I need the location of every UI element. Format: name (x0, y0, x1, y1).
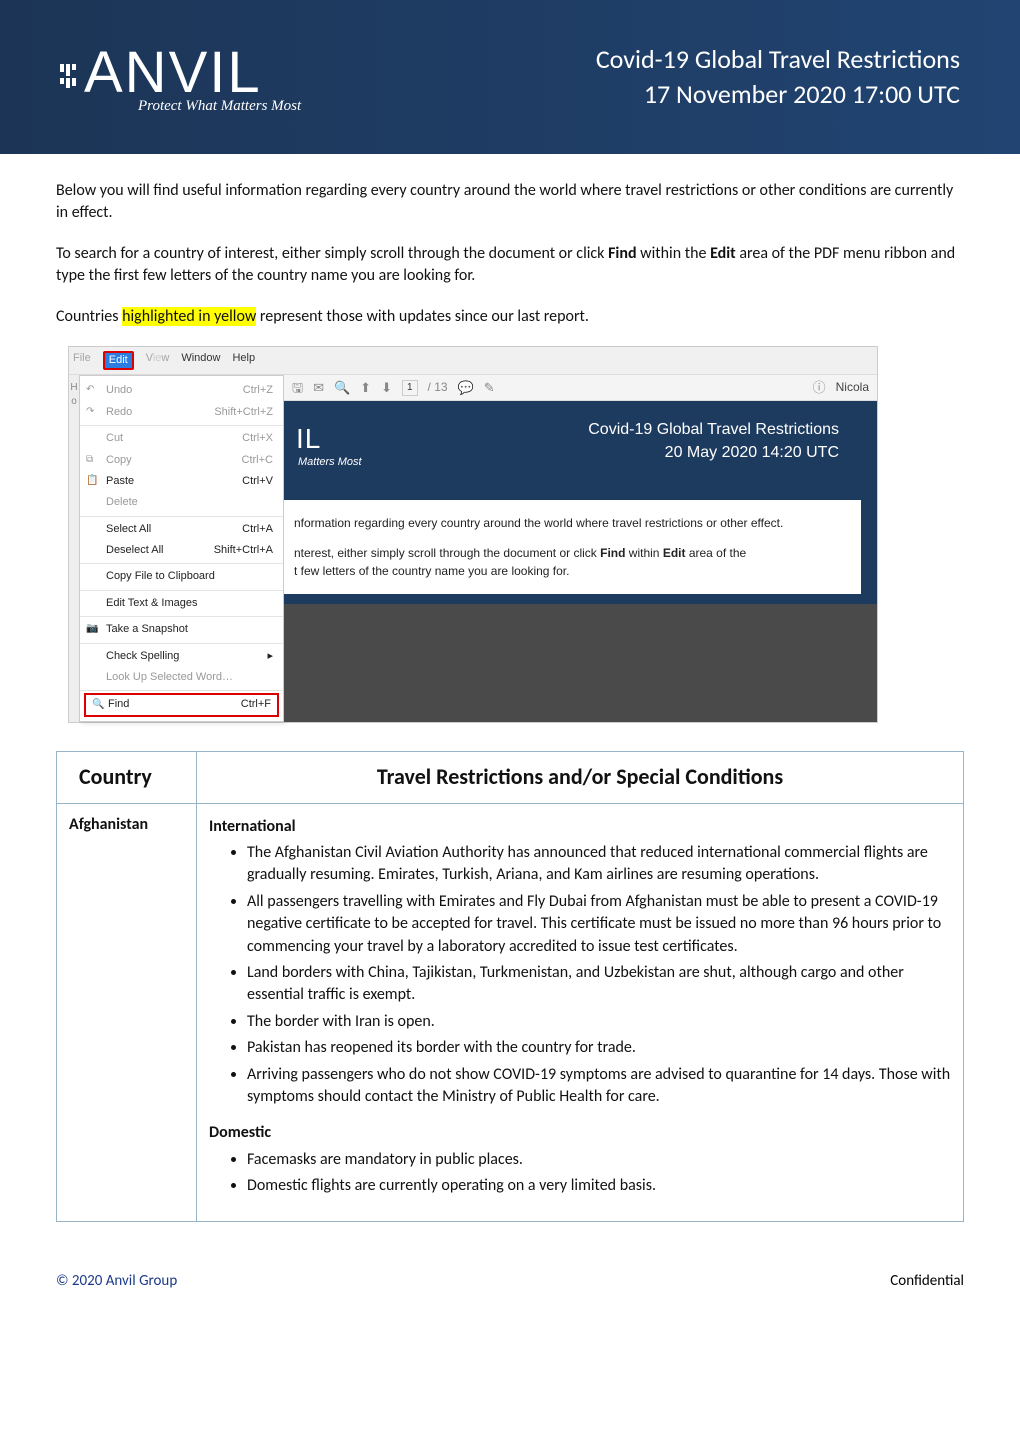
section-heading: Domestic (209, 1122, 951, 1144)
restriction-item: Domestic flights are currently operating… (247, 1175, 951, 1197)
header-title-line2: 17 November 2020 17:00 UTC (596, 77, 960, 112)
mi-lookup[interactable]: Look Up Selected Word… (80, 667, 283, 688)
intro-p2b: within the (637, 244, 711, 263)
intro-p3a: Countries (56, 307, 122, 326)
country-cell: Afghanistan (57, 803, 197, 1222)
restriction-item: All passengers travelling with Emirates … (247, 891, 951, 958)
mi-cut[interactable]: CutCtrl+X (80, 428, 283, 449)
col-restrictions: Travel Restrictions and/or Special Condi… (197, 751, 964, 803)
page-total: / 13 (428, 379, 448, 396)
col-country: Country (57, 751, 197, 803)
logo-block: ANVIL Protect What Matters Most (60, 39, 301, 115)
restriction-list: The Afghanistan Civil Aviation Authority… (247, 842, 951, 1108)
restriction-item: Pakistan has reopened its border with th… (247, 1037, 951, 1059)
logo-text: ANVIL (84, 39, 262, 106)
intro-p3b: represent those with updates since our l… (256, 307, 589, 326)
restrictions-cell: International The Afghanistan Civil Aviat… (197, 803, 964, 1222)
menu-file[interactable]: File (73, 351, 91, 370)
mi-undo[interactable]: ↶UndoCtrl+Z (80, 380, 283, 401)
mi-delete[interactable]: Delete (80, 492, 283, 513)
page-current[interactable]: 1 (402, 380, 418, 396)
intro-p3: Countries highlighted in yellow represen… (56, 306, 964, 328)
toolbar-user: Nicola (836, 379, 869, 396)
mi-selectall[interactable]: Select AllCtrl+A (80, 519, 283, 540)
undo-icon: ↶ (86, 383, 94, 397)
restriction-item: The Afghanistan Civil Aviation Authority… (247, 842, 951, 887)
preview-body: nformation regarding every country aroun… (284, 500, 861, 594)
mi-find[interactable]: 🔍FindCtrl+F (84, 693, 279, 716)
mi-snapshot[interactable]: 📷Take a Snapshot (80, 619, 283, 640)
pdf-left-gutter: Ho (69, 375, 79, 721)
header-titles: Covid-19 Global Travel Restrictions 17 N… (596, 42, 960, 112)
edit-dropdown: ↶UndoCtrl+Z ↷RedoShift+Ctrl+Z CutCtrl+X … (79, 375, 284, 721)
mi-copy[interactable]: ⧉CopyCtrl+C (80, 450, 283, 471)
camera-icon: 📷 (86, 622, 98, 636)
menu-edit[interactable]: Edit (103, 351, 134, 370)
copy-icon: ⧉ (86, 453, 93, 467)
preview-body2: nterest, either simply scroll through th… (294, 544, 851, 562)
comment-icon[interactable]: 💬 (458, 379, 474, 397)
down-icon[interactable]: ⬇ (381, 379, 392, 397)
menu-help[interactable]: Help (232, 351, 255, 370)
preview-tagline-fragment: Matters Most (298, 455, 362, 470)
section-heading: International (209, 816, 951, 838)
menu-view[interactable]: View (146, 351, 170, 370)
preview-body1: nformation regarding every country aroun… (294, 514, 851, 532)
pdf-toolbar: 🖫 ✉ 🔍 ⬆ ⬇ 1 / 13 💬 ✎ ⓘ Nicola (284, 375, 877, 401)
page-body: Below you will find useful information r… (0, 154, 1020, 1242)
logo-tagline: Protect What Matters Most (138, 98, 301, 115)
intro-p2: To search for a country of interest, eit… (56, 243, 964, 288)
pdf-doc-preview: IL Matters Most Covid-19 Global Travel R… (284, 401, 877, 604)
restrictions-table: Country Travel Restrictions and/or Speci… (56, 751, 964, 1223)
search-icon: 🔍 (92, 698, 104, 712)
mi-deselect[interactable]: Deselect AllShift+Ctrl+A (80, 540, 283, 561)
restriction-item: Arriving passengers who do not show COVI… (247, 1064, 951, 1109)
preview-logo-fragment: IL (296, 419, 362, 458)
mi-redo[interactable]: ↷RedoShift+Ctrl+Z (80, 402, 283, 423)
intro-find-word: Find (608, 244, 636, 263)
pdf-menubar: File Edit View Window Help (69, 347, 877, 375)
redo-icon: ↷ (86, 405, 94, 419)
header-banner: ANVIL Protect What Matters Most Covid-19… (0, 0, 1020, 154)
mi-paste[interactable]: 📋PasteCtrl+V (80, 471, 283, 492)
restriction-item: Land borders with China, Tajikistan, Tur… (247, 962, 951, 1007)
menu-window[interactable]: Window (181, 351, 220, 370)
restriction-item: The border with Iran is open. (247, 1011, 951, 1033)
page-footer: © 2020 Anvil Group Confidential (0, 1242, 1020, 1310)
search-tb-icon[interactable]: 🔍 (334, 379, 350, 397)
logo-bars-icon (60, 64, 76, 88)
sign-icon[interactable]: ✎ (484, 379, 495, 397)
footer-copyright: © 2020 Anvil Group (56, 1272, 177, 1290)
header-title-line1: Covid-19 Global Travel Restrictions (596, 42, 960, 77)
pdf-screenshot-mock: File Edit View Window Help Ho ↶UndoCtrl+… (68, 346, 878, 723)
mi-spell[interactable]: Check Spelling▸ (80, 646, 283, 667)
up-icon[interactable]: ⬆ (360, 379, 371, 397)
intro-p2a: To search for a country of interest, eit… (56, 244, 608, 263)
intro-highlight: highlighted in yellow (122, 307, 256, 326)
restriction-item: Facemasks are mandatory in public places… (247, 1149, 951, 1171)
footer-confidential: Confidential (890, 1272, 964, 1290)
paste-icon: 📋 (86, 474, 98, 488)
pdf-right-pane: 🖫 ✉ 🔍 ⬆ ⬇ 1 / 13 💬 ✎ ⓘ Nicola (284, 375, 877, 721)
help-icon[interactable]: ⓘ (813, 379, 826, 397)
restriction-list: Facemasks are mandatory in public places… (247, 1149, 951, 1198)
preview-body3: t few letters of the country name you ar… (294, 562, 851, 580)
preview-title2: 20 May 2020 14:20 UTC (588, 442, 839, 464)
intro-p1: Below you will find useful information r… (56, 180, 964, 225)
preview-title1: Covid-19 Global Travel Restrictions (588, 419, 839, 441)
mail-icon[interactable]: ✉ (313, 379, 324, 397)
save-icon[interactable]: 🖫 (292, 379, 303, 397)
intro-edit-word: Edit (710, 244, 736, 263)
mi-edittext[interactable]: Edit Text & Images (80, 593, 283, 614)
mi-copyfile[interactable]: Copy File to Clipboard (80, 566, 283, 587)
